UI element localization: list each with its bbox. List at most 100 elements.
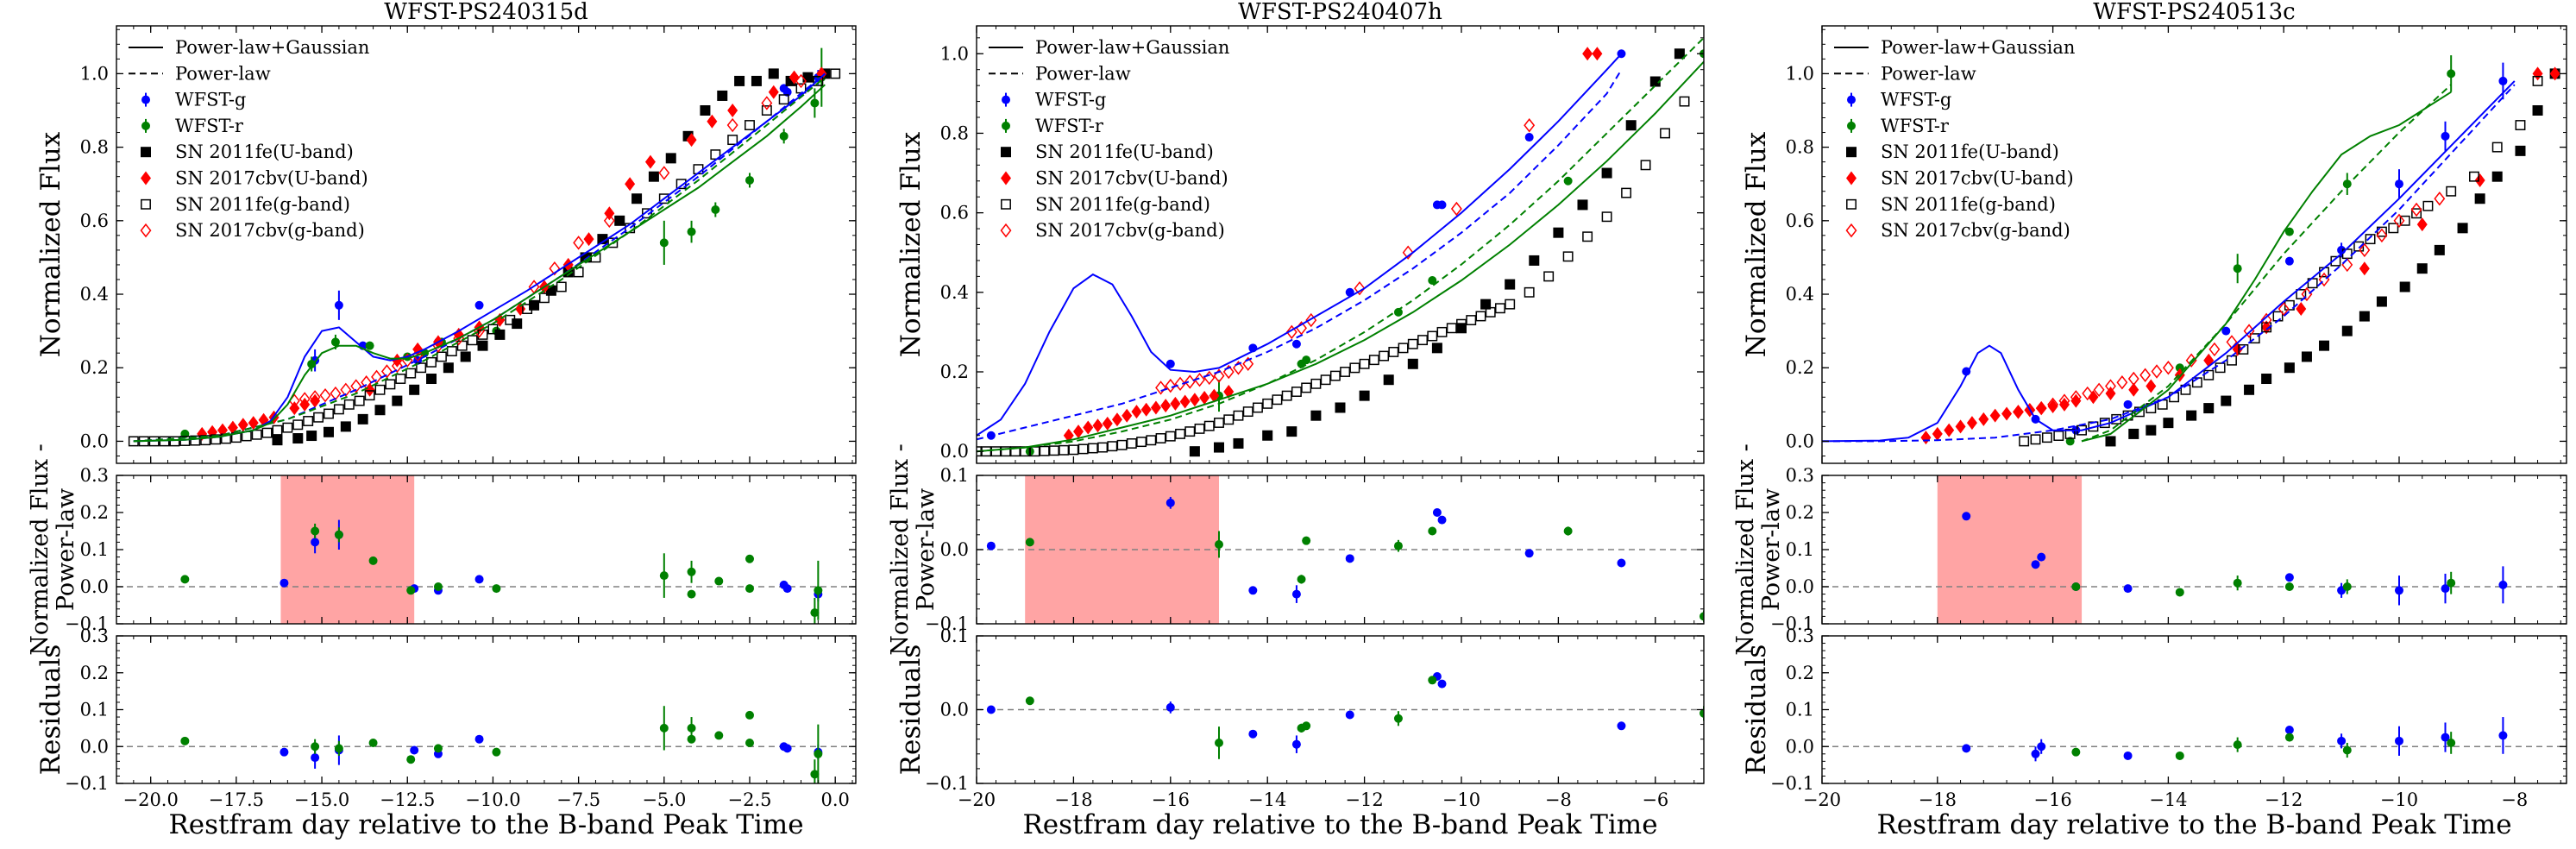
panel3-point-sn-2017cbv-u-band bbox=[1955, 419, 1966, 434]
panel2-residual-point-wfst-r bbox=[1302, 536, 1311, 545]
panel1-mid-plot-area bbox=[116, 475, 856, 624]
panel1-legend: Power-law+Gaussian Power-law WFST-g WFST-r S… bbox=[129, 37, 369, 241]
panel3-residual-point-wfst-g bbox=[2284, 726, 2294, 735]
panel1-point-sn-2011fe-g-band bbox=[251, 429, 262, 440]
panel2-main-y-tick-label: 0.8 bbox=[940, 123, 969, 143]
legend-marker-sn-2011fe-u-band bbox=[1001, 147, 1011, 158]
panel3-point-sn-2011fe-u-band bbox=[2146, 424, 2157, 436]
panel2-point-sn-2017cbv-u-band bbox=[1209, 388, 1220, 403]
panel2-point-sn-2017cbv-u-band bbox=[1083, 420, 1094, 435]
panel3-bottom-x-tick-label: −20 bbox=[1803, 789, 1841, 810]
legend-label-sn-2017cbv-g-band: SN 2017cbv(g-band) bbox=[175, 220, 365, 241]
panel1-point-sn-2011fe-u-band bbox=[340, 421, 351, 432]
panel2-point-sn-2011fe-g-band bbox=[1679, 96, 1690, 107]
panel3-residual-point-wfst-g bbox=[2498, 580, 2508, 589]
panel2-point-sn-2011fe-g-band bbox=[1000, 446, 1011, 457]
legend-label-sn-2017cbv-g-band: SN 2017cbv(g-band) bbox=[1881, 220, 2070, 241]
legend-marker-sn-2017cbv-g-band bbox=[1000, 223, 1012, 238]
panel1-residual-point-wfst-r bbox=[810, 608, 820, 618]
panel1-point-sn-2011fe-g-band bbox=[522, 304, 533, 315]
panel2-point-sn-2017cbv-g-band bbox=[1242, 356, 1254, 371]
panel1-residual-point-wfst-r bbox=[368, 738, 378, 747]
panel3-point-sn-2011fe-g-band bbox=[2411, 208, 2422, 219]
panel2-point-sn-2011fe-g-band bbox=[1466, 315, 1477, 326]
panel-wfst-ps240407h: 0.00.20.40.60.81.0 Power-law+GaussianPowe… bbox=[887, 0, 1705, 840]
panel3-bottom-plot-area bbox=[1822, 717, 2567, 762]
panel1-point-sn-2011fe-g-band bbox=[261, 427, 273, 438]
panel1-point-sn-2011fe-g-band bbox=[169, 436, 180, 447]
panel1-mid-y-tick-label: 0.3 bbox=[80, 465, 109, 486]
panel3-point-sn-2017cbv-u-band bbox=[2261, 320, 2272, 335]
panel1-fit-line-solid-0 bbox=[133, 72, 826, 443]
legend-label-wfst-g: WFST-g bbox=[175, 90, 246, 110]
panel1-point-sn-2017cbv-g-band bbox=[298, 392, 311, 406]
panel3-point-sn-2011fe-u-band bbox=[2491, 171, 2503, 182]
panel3-point-sn-2011fe-g-band bbox=[2215, 362, 2226, 374]
panel1-main-y-tick-label: 1.0 bbox=[80, 63, 109, 84]
panel1-point-sn-2011fe-u-band bbox=[614, 215, 625, 226]
legend-label-sn-2017cbv-u-band: SN 2017cbv(U-band) bbox=[175, 168, 368, 189]
panel3-point-sn-2011fe-g-band bbox=[2041, 432, 2052, 443]
ylabel-mid-line: Normalized Flux - bbox=[27, 443, 53, 656]
panel3-point-sn-2017cbv-u-band bbox=[1920, 431, 1932, 445]
panel1-point-sn-2011fe-g-band bbox=[761, 105, 772, 116]
panel2-point-sn-2011fe-g-band bbox=[1436, 326, 1448, 337]
panel3-point-sn-2017cbv-g-band bbox=[2013, 405, 2024, 419]
panel3-point-sn-2017cbv-g-band bbox=[2185, 353, 2197, 368]
panel1-point-sn-2011fe-u-band bbox=[597, 234, 608, 245]
panel1-point-sn-2017cbv-u-band bbox=[289, 401, 300, 416]
legend-label-wfst-g: WFST-g bbox=[1881, 90, 1951, 110]
panel2-residual-point-wfst-g bbox=[1617, 721, 1626, 731]
panel2-point-sn-2011fe-u-band bbox=[1189, 446, 1200, 457]
panel1-residual-point-wfst-r bbox=[745, 584, 755, 594]
panel3-residual-point-wfst-r bbox=[2447, 738, 2456, 747]
panel2-point-sn-2017cbv-g-band bbox=[1203, 370, 1216, 386]
panel2-point-sn-2011fe-u-band bbox=[1214, 442, 1224, 453]
panel1-residual-point-wfst-r bbox=[659, 571, 669, 581]
panel2-point-sn-2011fe-g-band bbox=[1368, 355, 1379, 366]
panel3-point-sn-2011fe-u-band bbox=[2515, 145, 2526, 156]
panel2-residual-point-wfst-r bbox=[1297, 575, 1306, 584]
panel2-point-sn-2011fe-g-band bbox=[1281, 390, 1292, 401]
panel3-point-sn-2011fe-u-band bbox=[2434, 244, 2445, 255]
legend-marker-sn-2017cbv-u-band bbox=[141, 171, 151, 186]
panel3-point-sn-2011fe-g-band bbox=[2532, 75, 2543, 86]
panel2-point-sn-2011fe-g-band bbox=[1505, 299, 1516, 310]
panel1-point-sn-2011fe-u-band bbox=[477, 340, 488, 351]
panel3-point-sn-2011fe-u-band bbox=[2221, 395, 2232, 406]
panel2-bottom-x-tick-label: −20 bbox=[958, 789, 996, 810]
panel1-point-sn-2011fe-u-band bbox=[734, 75, 745, 86]
panel2-residual-point-wfst-r bbox=[1025, 696, 1034, 706]
panel2-point-sn-2011fe-g-band bbox=[1059, 444, 1070, 456]
panel1-point-sn-2011fe-g-band bbox=[467, 335, 478, 346]
panel2-point-sn-2011fe-g-band bbox=[1359, 358, 1370, 369]
panel2-point-sn-2017cbv-u-band bbox=[1160, 399, 1172, 413]
panel3-point-sn-2017cbv-g-band bbox=[2127, 371, 2139, 387]
panel3-bottom-x-tick-label: −8 bbox=[2501, 789, 2528, 810]
panel3-residual-point-wfst-g bbox=[1962, 512, 1971, 521]
panel1-point-sn-2017cbv-u-band bbox=[686, 133, 697, 148]
panel2-point-sn-2011fe-u-band bbox=[1262, 430, 1273, 441]
panel3-point-sn-2011fe-g-band bbox=[2238, 343, 2249, 355]
panel1-point-sn-2017cbv-u-band bbox=[310, 393, 321, 408]
panel2-point-sn-2011fe-u-band bbox=[1383, 374, 1394, 386]
panel3-residual-point-wfst-g bbox=[2498, 731, 2508, 740]
panel1-residual-point-wfst-r bbox=[814, 749, 823, 758]
panel3-point-wfst-g bbox=[2221, 326, 2231, 336]
panel1-point-sn-2011fe-u-band bbox=[751, 75, 762, 86]
panel3-point-sn-2011fe-g-band bbox=[2272, 311, 2284, 322]
panel1-residual-point-wfst-r bbox=[810, 770, 820, 779]
panel3-point-sn-2017cbv-u-band bbox=[1966, 416, 1977, 431]
panel1-point-sn-2011fe-u-band bbox=[512, 318, 523, 330]
panel3-point-sn-2011fe-g-band bbox=[2203, 369, 2215, 380]
panel1-residual-point-wfst-r bbox=[687, 589, 696, 599]
panel3-point-sn-2011fe-u-band bbox=[2163, 418, 2174, 429]
panel2-point-sn-2011fe-g-band bbox=[1621, 187, 1632, 198]
panel3-point-sn-2011fe-g-band bbox=[2019, 436, 2030, 447]
panel3-bottom-frame bbox=[1821, 635, 2567, 784]
panel3-residual-point-wfst-r bbox=[2284, 733, 2294, 742]
panel1-bottom-y-tick-label: −0.1 bbox=[65, 773, 109, 794]
panel2-point-sn-2011fe-g-band bbox=[1107, 441, 1118, 452]
panel3-point-sn-2017cbv-g-band bbox=[2151, 364, 2163, 379]
panel2-point-sn-2011fe-g-band bbox=[1087, 443, 1098, 454]
